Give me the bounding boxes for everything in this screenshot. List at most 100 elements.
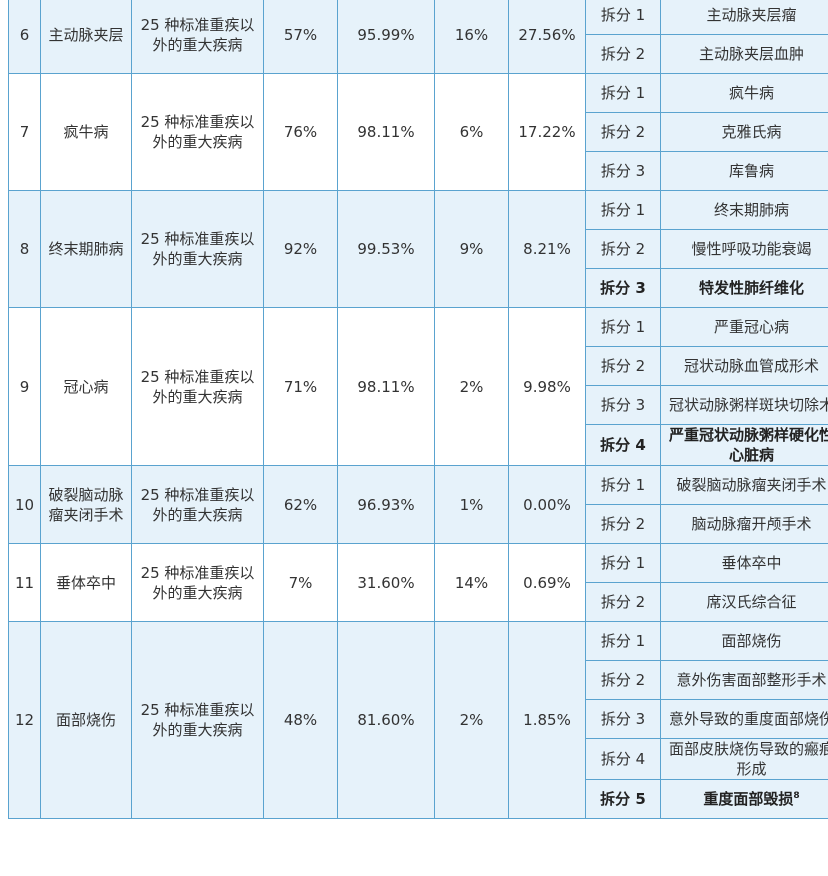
split-description: 严重冠状动脉粥样硬化性心脏病 (660, 424, 828, 466)
split-description: 面部烧伤 (660, 621, 828, 661)
value-col-1: 62% (263, 465, 338, 544)
value-col-2: 99.53% (337, 190, 435, 308)
split-label: 拆分 2 (585, 34, 661, 74)
split-description: 特发性肺纤维化 (660, 268, 828, 308)
table-row: 拆分 2 慢性呼吸功能衰竭 (9, 229, 828, 269)
split-label: 拆分 1 (585, 465, 661, 505)
table-row: 12 面部烧伤 25 种标准重疾以外的重大疾病 48% 81.60% 2% 1.… (8, 621, 828, 819)
split-label: 拆分 3 (585, 699, 661, 739)
table-row: 拆分 2 席汉氏综合征 (9, 582, 828, 622)
split-label: 拆分 2 (585, 582, 661, 622)
row-number: 10 (8, 465, 41, 544)
split-description: 冠状动脉血管成形术 (660, 346, 828, 386)
value-col-4: 0.69% (508, 543, 586, 622)
split-label: 拆分 1 (585, 0, 661, 35)
disease-name: 疯牛病 (40, 73, 132, 191)
split-label: 拆分 3 (585, 385, 661, 425)
value-col-3: 2% (434, 307, 509, 466)
value-col-4: 9.98% (508, 307, 586, 466)
disease-category: 25 种标准重疾以外的重大疾病 (131, 73, 264, 191)
split-label: 拆分 1 (585, 307, 661, 347)
table-row: 8 终末期肺病 25 种标准重疾以外的重大疾病 92% 99.53% 9% 8.… (8, 190, 828, 308)
value-col-1: 92% (263, 190, 338, 308)
value-col-4: 17.22% (508, 73, 586, 191)
table-row: 拆分 4 面部皮肤烧伤导致的瘢痕形成 (9, 738, 828, 780)
value-col-2: 95.99% (337, 0, 435, 74)
row-number: 12 (8, 621, 41, 819)
split-description-text: 重度面部毁损 (703, 790, 794, 808)
value-col-4: 1.85% (508, 621, 586, 819)
split-label: 拆分 4 (585, 424, 661, 466)
value-col-3: 6% (434, 73, 509, 191)
split-description: 面部皮肤烧伤导致的瘢痕形成 (660, 738, 828, 780)
table-row-group: 11 垂体卒中 25 种标准重疾以外的重大疾病 7% 31.60% 14% 0.… (8, 543, 828, 622)
table-row: 10 破裂脑动脉瘤夹闭手术 25 种标准重疾以外的重大疾病 62% 96.93%… (8, 465, 828, 544)
split-label: 拆分 1 (585, 73, 661, 113)
table-row: 9 冠心病 25 种标准重疾以外的重大疾病 71% 98.11% 2% 9.98… (8, 307, 828, 466)
split-label: 拆分 2 (585, 504, 661, 544)
split-description: 主动脉夹层血肿 (660, 34, 828, 74)
split-description: 垂体卒中 (660, 543, 828, 583)
split-label: 拆分 5 (585, 779, 661, 819)
table-row: 拆分 4 严重冠状动脉粥样硬化性心脏病 (9, 424, 828, 466)
split-description: 库鲁病 (660, 151, 828, 191)
row-number: 9 (8, 307, 41, 466)
table-row: 拆分 3 库鲁病 (9, 151, 828, 191)
disease-split-table: 6 主动脉夹层 25 种标准重疾以外的重大疾病 57% 95.99% 16% 2… (8, 0, 828, 819)
row-number: 11 (8, 543, 41, 622)
table-row: 拆分 3 意外导致的重度面部烧伤 (9, 699, 828, 739)
table-row: 拆分 2 冠状动脉血管成形术 (9, 346, 828, 386)
disease-name: 垂体卒中 (40, 543, 132, 622)
split-description: 严重冠心病 (660, 307, 828, 347)
split-label: 拆分 1 (585, 621, 661, 661)
table-row: 6 主动脉夹层 25 种标准重疾以外的重大疾病 57% 95.99% 16% 2… (8, 0, 828, 74)
value-col-3: 9% (434, 190, 509, 308)
table-row-group: 9 冠心病 25 种标准重疾以外的重大疾病 71% 98.11% 2% 9.98… (8, 307, 828, 466)
disease-name: 主动脉夹层 (40, 0, 132, 74)
disease-name: 破裂脑动脉瘤夹闭手术 (40, 465, 132, 544)
value-col-4: 0.00% (508, 465, 586, 544)
split-label: 拆分 2 (585, 229, 661, 269)
table-row-group: 6 主动脉夹层 25 种标准重疾以外的重大疾病 57% 95.99% 16% 2… (8, 0, 828, 74)
split-label: 拆分 2 (585, 346, 661, 386)
split-description: 终末期肺病 (660, 190, 828, 230)
value-col-3: 14% (434, 543, 509, 622)
split-label: 拆分 4 (585, 738, 661, 780)
split-description: 席汉氏综合征 (660, 582, 828, 622)
split-description: 重度面部毁损8 (660, 779, 828, 819)
split-label: 拆分 2 (585, 660, 661, 700)
table-row: 拆分 2 脑动脉瘤开颅手术 (9, 504, 828, 544)
table-row-group: 12 面部烧伤 25 种标准重疾以外的重大疾病 48% 81.60% 2% 1.… (8, 621, 828, 819)
split-description: 慢性呼吸功能衰竭 (660, 229, 828, 269)
value-col-2: 81.60% (337, 621, 435, 819)
disease-category: 25 种标准重疾以外的重大疾病 (131, 543, 264, 622)
split-label: 拆分 2 (585, 112, 661, 152)
value-col-1: 7% (263, 543, 338, 622)
value-col-4: 8.21% (508, 190, 586, 308)
disease-name: 面部烧伤 (40, 621, 132, 819)
disease-category: 25 种标准重疾以外的重大疾病 (131, 621, 264, 819)
value-col-1: 76% (263, 73, 338, 191)
table-row: 拆分 5 重度面部毁损8 (9, 779, 828, 819)
disease-category: 25 种标准重疾以外的重大疾病 (131, 465, 264, 544)
value-col-3: 16% (434, 0, 509, 74)
disease-name: 冠心病 (40, 307, 132, 466)
split-description: 意外伤害面部整形手术 (660, 660, 828, 700)
value-col-3: 2% (434, 621, 509, 819)
table-row: 拆分 3 冠状动脉粥样斑块切除术 (9, 385, 828, 425)
table-row-group: 7 疯牛病 25 种标准重疾以外的重大疾病 76% 98.11% 6% 17.2… (8, 73, 828, 191)
row-number: 7 (8, 73, 41, 191)
table-row: 7 疯牛病 25 种标准重疾以外的重大疾病 76% 98.11% 6% 17.2… (8, 73, 828, 191)
value-col-2: 98.11% (337, 307, 435, 466)
value-col-2: 96.93% (337, 465, 435, 544)
footnote-marker: 8 (793, 791, 800, 801)
split-description: 疯牛病 (660, 73, 828, 113)
split-label: 拆分 3 (585, 151, 661, 191)
value-col-1: 71% (263, 307, 338, 466)
split-description: 脑动脉瘤开颅手术 (660, 504, 828, 544)
split-label: 拆分 1 (585, 543, 661, 583)
table-row-group: 8 终末期肺病 25 种标准重疾以外的重大疾病 92% 99.53% 9% 8.… (8, 190, 828, 308)
row-number: 8 (8, 190, 41, 308)
value-col-4: 27.56% (508, 0, 586, 74)
disease-category: 25 种标准重疾以外的重大疾病 (131, 190, 264, 308)
